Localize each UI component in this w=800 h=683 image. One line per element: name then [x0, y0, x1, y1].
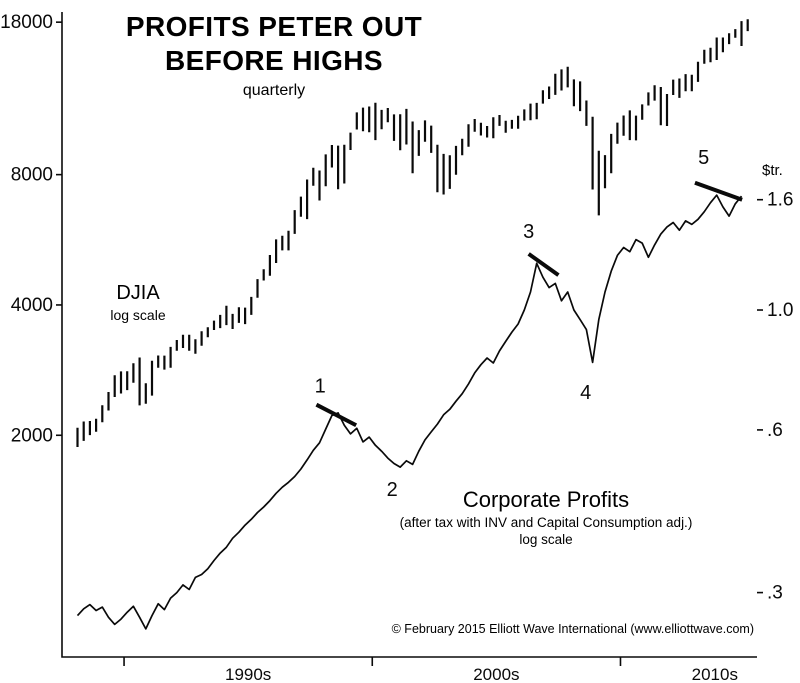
elliott-wave-label-3: 3 — [523, 221, 534, 243]
djia-series-name: DJIA — [116, 282, 160, 304]
x-axis-decade-label: 2010s — [692, 665, 738, 683]
elliott-wave-label-5: 5 — [698, 147, 709, 169]
copyright-footnote: © February 2015 Elliott Wave Internation… — [391, 622, 754, 636]
corporate-profits-log-scale-note: log scale — [519, 532, 573, 547]
right-axis-tick-label: 1.6 — [767, 190, 793, 211]
x-axis-decade-label: 1990s — [225, 665, 271, 683]
right-axis-tick-label: .6 — [767, 420, 783, 441]
right-axis-tick-label: .3 — [767, 583, 783, 604]
trend-segment-2 — [527, 252, 560, 277]
djia-log-scale-note: log scale — [110, 307, 166, 323]
right-axis-tick-label: 1.0 — [767, 300, 793, 321]
left-axis-tick-label: 2000 — [11, 425, 53, 446]
elliott-wave-label-4: 4 — [580, 382, 591, 404]
left-axis-tick-label: 18000 — [0, 12, 53, 33]
left-axis-tick-label: 4000 — [11, 295, 53, 316]
chart-subtitle: quarterly — [242, 82, 306, 100]
corporate-profits-name: Corporate Profits — [462, 487, 630, 512]
chart-title-line2: BEFORE HIGHS — [165, 44, 383, 76]
djia-highlow-bars — [76, 19, 749, 447]
left-axis-tick-label: 8000 — [11, 165, 53, 186]
trend-segment-3 — [694, 180, 743, 202]
x-axis-decade-label: 2000s — [473, 665, 519, 683]
chart-title-line1: PROFITS PETER OUT — [125, 11, 423, 42]
corporate-profits-detail: (after tax with INV and Capital Consumpt… — [399, 515, 693, 530]
djia-series-label: DJIA log scale — [92, 282, 184, 323]
right-axis-unit-label: $tr. — [762, 162, 783, 179]
corporate-profits-line — [76, 194, 743, 630]
axis-lines — [61, 12, 757, 658]
elliott-wave-label-1: 1 — [315, 375, 326, 397]
chart-title-block: PROFITS PETER OUT BEFORE HIGHS quarterly — [88, 10, 460, 100]
trend-segment-1 — [315, 402, 358, 428]
corporate-profits-series-label: Corporate Profits (after tax with INV an… — [346, 487, 746, 547]
elliott-wave-label-2: 2 — [387, 479, 398, 501]
